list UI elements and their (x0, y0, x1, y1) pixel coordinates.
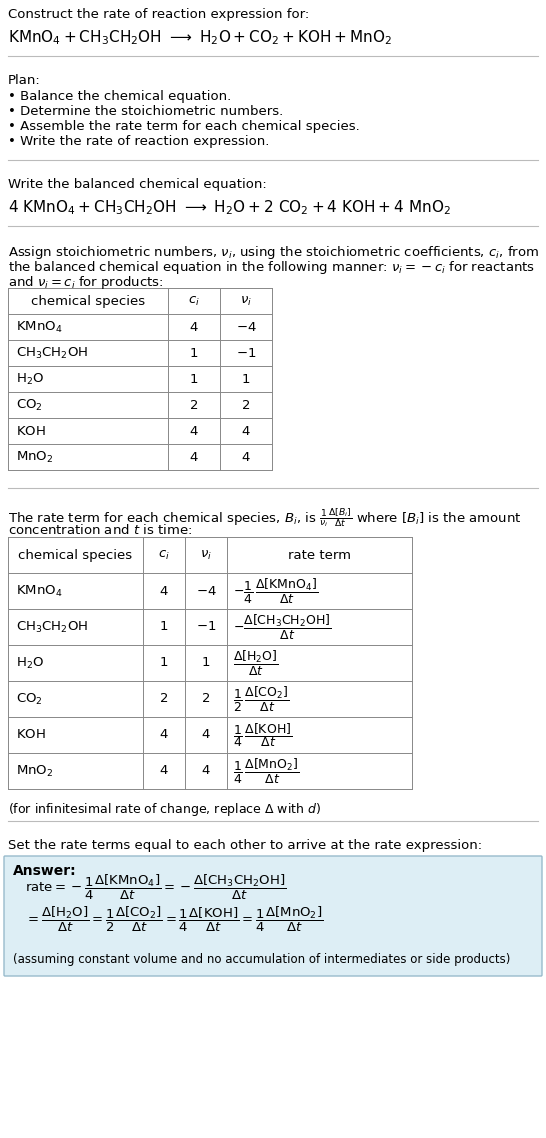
Text: Plan:: Plan: (8, 74, 41, 86)
Text: 2: 2 (242, 398, 250, 412)
Text: $\mathrm{KMnO_4 + CH_3CH_2OH \ \longrightarrow \ H_2O + CO_2 + KOH + MnO_2}$: $\mathrm{KMnO_4 + CH_3CH_2OH \ \longrigh… (8, 28, 393, 47)
Text: $\mathrm{CO_2}$: $\mathrm{CO_2}$ (16, 692, 43, 707)
Text: $\mathrm{CH_3CH_2OH}$: $\mathrm{CH_3CH_2OH}$ (16, 346, 88, 361)
Text: 4: 4 (190, 321, 198, 333)
Text: Answer:: Answer: (13, 864, 76, 879)
Text: (for infinitesimal rate of change, replace Δ with $d$): (for infinitesimal rate of change, repla… (8, 801, 321, 818)
Text: 4: 4 (202, 765, 210, 777)
Text: $\mathrm{KOH}$: $\mathrm{KOH}$ (16, 728, 46, 742)
Text: Construct the rate of reaction expression for:: Construct the rate of reaction expressio… (8, 8, 309, 20)
Text: 4: 4 (160, 765, 168, 777)
Text: • Write the rate of reaction expression.: • Write the rate of reaction expression. (8, 135, 269, 148)
Text: chemical species: chemical species (19, 549, 133, 561)
Text: 1: 1 (202, 657, 210, 669)
Text: 4: 4 (242, 424, 250, 437)
Text: $\dfrac{1}{2}\,\dfrac{\Delta[\mathrm{CO_2}]}{\Delta t}$: $\dfrac{1}{2}\,\dfrac{\Delta[\mathrm{CO_… (233, 684, 289, 714)
Text: $\mathrm{H_2O}$: $\mathrm{H_2O}$ (16, 655, 44, 670)
Text: $-4$: $-4$ (195, 585, 216, 597)
Text: $-\dfrac{\Delta[\mathrm{CH_3CH_2OH}]}{\Delta t}$: $-\dfrac{\Delta[\mathrm{CH_3CH_2OH}]}{\D… (233, 612, 331, 642)
Text: $-1$: $-1$ (236, 346, 256, 360)
Text: Assign stoichiometric numbers, $\nu_i$, using the stoichiometric coefficients, $: Assign stoichiometric numbers, $\nu_i$, … (8, 244, 539, 261)
Text: $\mathrm{KMnO_4}$: $\mathrm{KMnO_4}$ (16, 320, 62, 335)
Text: and $\nu_i = c_i$ for products:: and $\nu_i = c_i$ for products: (8, 274, 164, 291)
Text: • Determine the stoichiometric numbers.: • Determine the stoichiometric numbers. (8, 105, 283, 118)
Text: $\dfrac{1}{4}\,\dfrac{\Delta[\mathrm{MnO_2}]}{\Delta t}$: $\dfrac{1}{4}\,\dfrac{\Delta[\mathrm{MnO… (233, 757, 299, 785)
Text: 4: 4 (160, 585, 168, 597)
Text: $\dfrac{\Delta[\mathrm{H_2O}]}{\Delta t}$: $\dfrac{\Delta[\mathrm{H_2O}]}{\Delta t}… (233, 649, 278, 677)
Text: 1: 1 (160, 657, 168, 669)
Text: • Balance the chemical equation.: • Balance the chemical equation. (8, 90, 232, 104)
Text: $\mathrm{CO_2}$: $\mathrm{CO_2}$ (16, 397, 43, 413)
Text: rate term: rate term (288, 549, 351, 561)
Text: (assuming constant volume and no accumulation of intermediates or side products): (assuming constant volume and no accumul… (13, 953, 511, 966)
Text: 1: 1 (190, 372, 198, 386)
Text: Set the rate terms equal to each other to arrive at the rate expression:: Set the rate terms equal to each other t… (8, 839, 482, 852)
Text: 2: 2 (190, 398, 198, 412)
Text: the balanced chemical equation in the following manner: $\nu_i = -c_i$ for react: the balanced chemical equation in the fo… (8, 259, 535, 277)
Text: Write the balanced chemical equation:: Write the balanced chemical equation: (8, 178, 267, 191)
Text: $\mathrm{CH_3CH_2OH}$: $\mathrm{CH_3CH_2OH}$ (16, 619, 88, 635)
Text: • Assemble the rate term for each chemical species.: • Assemble the rate term for each chemic… (8, 119, 360, 133)
FancyBboxPatch shape (4, 856, 542, 976)
Text: 4: 4 (242, 451, 250, 463)
Text: 1: 1 (160, 620, 168, 634)
Text: 1: 1 (242, 372, 250, 386)
Text: $\mathrm{rate} = -\dfrac{1}{4}\dfrac{\Delta[\mathrm{KMnO_4}]}{\Delta t} = -\dfra: $\mathrm{rate} = -\dfrac{1}{4}\dfrac{\De… (25, 873, 287, 901)
Text: $\dfrac{1}{4}\,\dfrac{\Delta[\mathrm{KOH}]}{\Delta t}$: $\dfrac{1}{4}\,\dfrac{\Delta[\mathrm{KOH… (233, 721, 292, 749)
Text: The rate term for each chemical species, $B_i$, is $\frac{1}{\nu_i}\frac{\Delta[: The rate term for each chemical species,… (8, 506, 521, 529)
Text: chemical species: chemical species (31, 295, 145, 307)
Text: $\nu_i$: $\nu_i$ (200, 549, 212, 561)
Text: $-\dfrac{1}{4}\,\dfrac{\Delta[\mathrm{KMnO_4}]}{\Delta t}$: $-\dfrac{1}{4}\,\dfrac{\Delta[\mathrm{KM… (233, 577, 318, 605)
Text: $c_i$: $c_i$ (158, 549, 170, 561)
Text: $= \dfrac{\Delta[\mathrm{H_2O}]}{\Delta t} = \dfrac{1}{2}\dfrac{\Delta[\mathrm{C: $= \dfrac{\Delta[\mathrm{H_2O}]}{\Delta … (25, 905, 323, 933)
Text: $\mathrm{KMnO_4}$: $\mathrm{KMnO_4}$ (16, 584, 62, 599)
Text: 4: 4 (190, 424, 198, 437)
Text: 1: 1 (190, 346, 198, 360)
Text: $c_i$: $c_i$ (188, 295, 200, 307)
Text: 4: 4 (202, 728, 210, 742)
Text: $\mathrm{MnO_2}$: $\mathrm{MnO_2}$ (16, 764, 54, 778)
Text: $\mathrm{KOH}$: $\mathrm{KOH}$ (16, 424, 46, 437)
Text: 4: 4 (160, 728, 168, 742)
Text: $-4$: $-4$ (236, 321, 257, 333)
Text: 2: 2 (160, 693, 168, 706)
Text: $\nu_i$: $\nu_i$ (240, 295, 252, 307)
Text: $-1$: $-1$ (196, 620, 216, 634)
Text: concentration and $t$ is time:: concentration and $t$ is time: (8, 523, 192, 537)
Text: $\mathrm{4\ KMnO_4 + CH_3CH_2OH \ \longrightarrow \ H_2O + 2\ CO_2 + 4\ KOH + 4\: $\mathrm{4\ KMnO_4 + CH_3CH_2OH \ \longr… (8, 198, 451, 216)
Text: $\mathrm{MnO_2}$: $\mathrm{MnO_2}$ (16, 450, 54, 464)
Text: 2: 2 (202, 693, 210, 706)
Text: $\mathrm{H_2O}$: $\mathrm{H_2O}$ (16, 371, 44, 387)
Text: 4: 4 (190, 451, 198, 463)
